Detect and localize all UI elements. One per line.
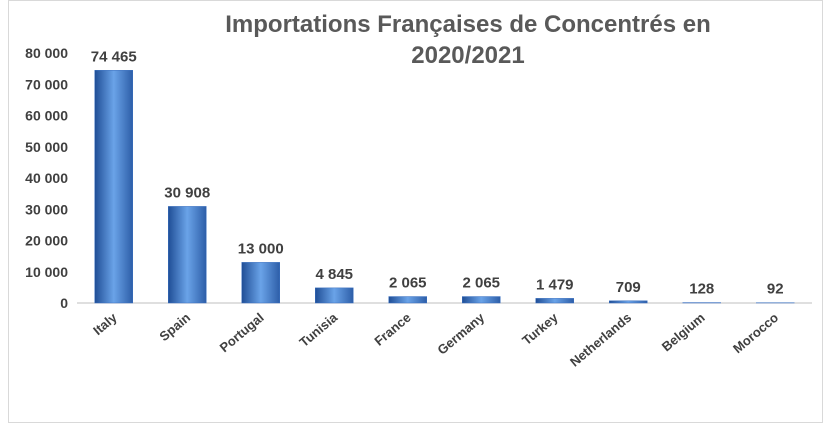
- x-tick-label: Netherlands: [567, 310, 634, 370]
- x-tick-label: France: [371, 310, 413, 349]
- bar: [168, 206, 207, 304]
- bar: [241, 262, 280, 304]
- y-tick-label: 10 000: [25, 264, 68, 280]
- x-tick-label: Spain: [156, 310, 193, 344]
- y-tick-label: 0: [60, 295, 68, 311]
- y-tick-label: 60 000: [25, 108, 68, 124]
- y-tick-label: 40 000: [25, 170, 68, 186]
- bar: [388, 296, 427, 304]
- x-tick-label: Germany: [434, 309, 487, 357]
- value-label: 709: [616, 279, 641, 296]
- y-tick-label: 20 000: [25, 233, 68, 249]
- x-tick-label: Turkey: [519, 309, 561, 348]
- bar: [462, 296, 501, 304]
- bar: [94, 70, 133, 304]
- y-tick-label: 50 000: [25, 139, 68, 155]
- value-label: 13 000: [238, 240, 284, 257]
- bar: [609, 300, 648, 304]
- value-label: 2 065: [462, 275, 500, 292]
- y-tick-label: 70 000: [25, 76, 68, 92]
- value-label: 1 479: [536, 276, 574, 293]
- x-tick-label: Belgium: [659, 310, 708, 354]
- value-label: 74 465: [91, 48, 137, 65]
- x-tick-label: Italy: [90, 309, 120, 338]
- x-tick-label: Portugal: [217, 310, 267, 355]
- chart-title: Importations Françaises de Concentrés en…: [225, 11, 710, 69]
- value-label: 4 845: [315, 266, 353, 283]
- x-tick-label: Morocco: [730, 310, 781, 356]
- value-label: 92: [767, 281, 784, 298]
- value-label: 2 065: [389, 275, 427, 292]
- bar: [315, 287, 354, 304]
- x-tick-label: Tunisia: [296, 309, 340, 350]
- value-label: 128: [689, 281, 714, 298]
- y-tick-label: 80 000: [25, 45, 68, 61]
- y-tick-label: 30 000: [25, 201, 68, 217]
- value-label: 30 908: [164, 184, 210, 201]
- bar: [535, 298, 574, 304]
